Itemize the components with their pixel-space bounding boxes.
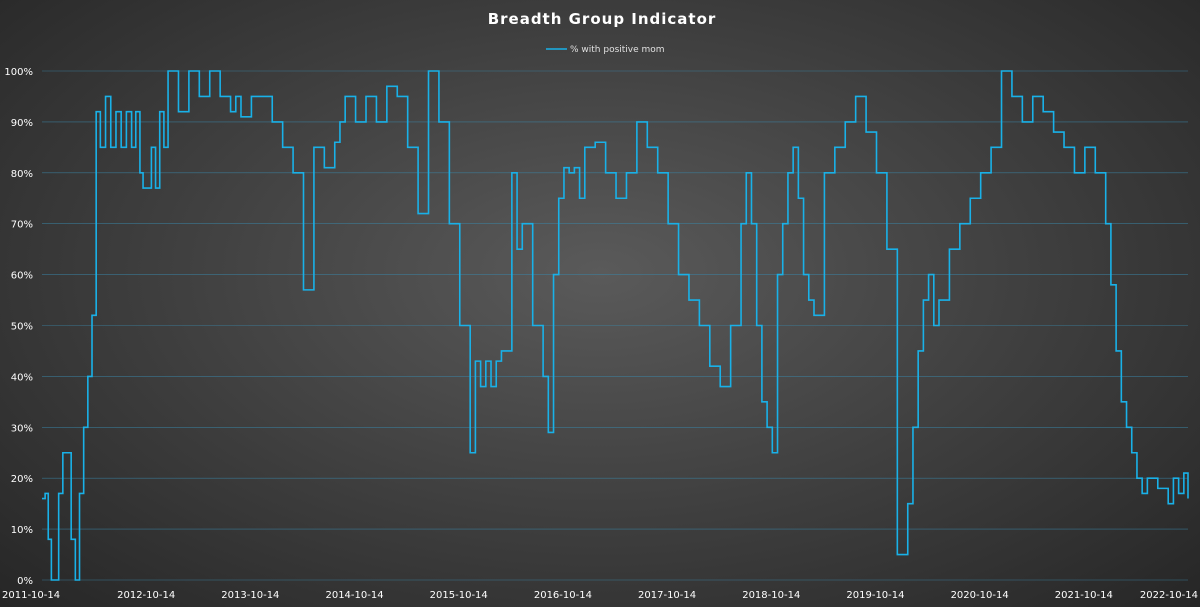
x-tick-label: 2012-10-14	[117, 590, 175, 601]
x-tick-label: 2018-10-14	[742, 590, 800, 601]
x-tick-label: 2015-10-14	[430, 590, 488, 601]
y-tick-label: 20%	[11, 474, 33, 485]
gridlines	[42, 70, 1188, 581]
y-tick-label: 70%	[11, 220, 33, 231]
x-axis-ticks: 2011-10-14 2012-10-14 2013-10-14 2014-10-14…	[2, 590, 1198, 601]
y-tick-label: 0%	[17, 576, 33, 587]
x-tick-label: 2011-10-14	[2, 590, 60, 601]
y-tick-label: 50%	[11, 322, 33, 333]
x-tick-label: 2017-10-14	[638, 590, 696, 601]
y-tick-label: 100%	[4, 67, 33, 78]
legend: % with positive mom	[546, 45, 665, 55]
x-tick-label: 2016-10-14	[534, 590, 592, 601]
legend-label: % with positive mom	[570, 45, 665, 55]
series-line	[42, 70, 1189, 581]
y-tick-label: 10%	[11, 525, 33, 536]
x-tick-label: 2020-10-14	[951, 590, 1009, 601]
x-tick-label: 2021-10-14	[1055, 590, 1113, 601]
x-tick-label: 2013-10-14	[221, 590, 279, 601]
series-layer	[42, 70, 1189, 581]
y-axis-ticks: 0% 10% 20% 30% 40% 50% 60% 70% 80% 90% 100%	[4, 67, 33, 587]
x-tick-label: 2014-10-14	[325, 590, 383, 601]
y-tick-label: 90%	[11, 118, 33, 129]
y-tick-label: 80%	[11, 169, 33, 180]
y-tick-label: 60%	[11, 271, 33, 282]
y-tick-label: 40%	[11, 372, 33, 383]
x-tick-label: 2019-10-14	[846, 590, 904, 601]
x-tick-label: 2022-10-14	[1140, 590, 1198, 601]
y-tick-label: 30%	[11, 423, 33, 434]
chart-title: Breadth Group Indicator	[488, 10, 717, 28]
